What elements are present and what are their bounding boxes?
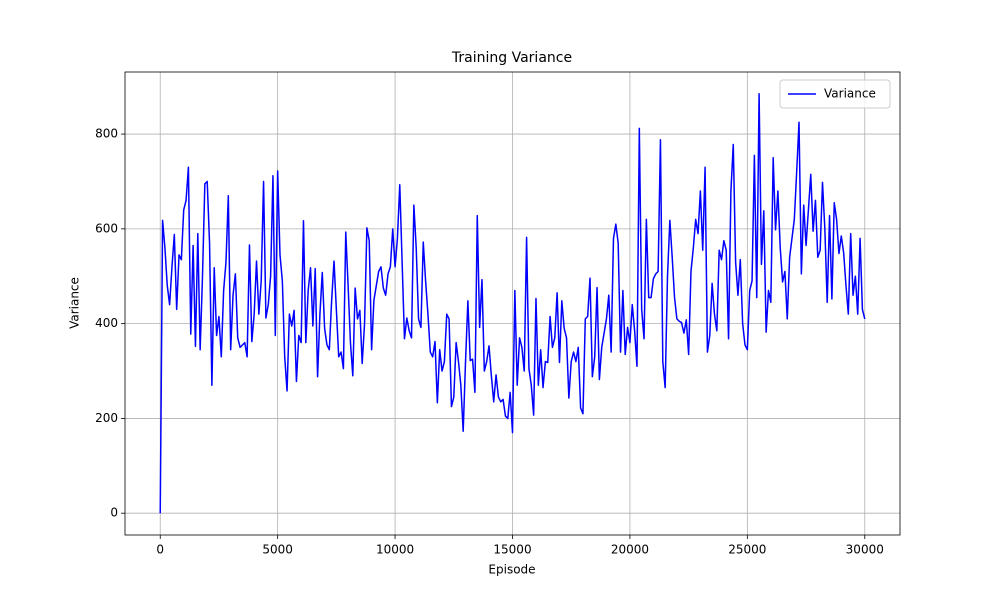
y-tick-label: 800: [95, 127, 118, 141]
y-axis-label: Variance: [68, 277, 82, 329]
x-tick-label: 10000: [376, 543, 414, 557]
x-axis-label: Episode: [488, 563, 535, 577]
x-tick-label: 15000: [493, 543, 531, 557]
x-tick-label: 30000: [846, 543, 884, 557]
line-series: [159, 93, 866, 514]
y-tick-label: 200: [95, 411, 118, 425]
legend: Variance: [779, 79, 891, 109]
x-tick-label: 5000: [262, 543, 293, 557]
legend-label: Variance: [824, 87, 876, 101]
chart-title: Training Variance: [451, 50, 572, 66]
y-tick-label: 400: [95, 316, 118, 330]
y-tick-label: 0: [110, 506, 118, 520]
legend-box: [779, 79, 891, 109]
axes-frame: [124, 71, 901, 536]
y-tick-label: 600: [95, 221, 118, 235]
x-tick-label: 20000: [611, 543, 649, 557]
x-tick-label: 0: [156, 543, 164, 557]
x-tick-label: 25000: [728, 543, 766, 557]
